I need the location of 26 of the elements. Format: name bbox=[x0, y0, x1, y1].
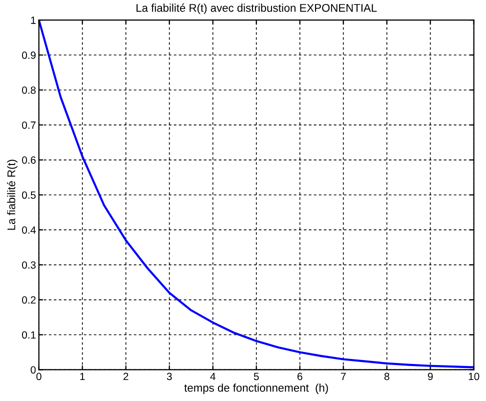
x-tick-label: 8 bbox=[384, 372, 390, 380]
y-axis-title: La fiabilité R(t) bbox=[6, 160, 18, 230]
y-tick-label: 0.4 bbox=[22, 226, 36, 234]
x-tick-label: 1 bbox=[80, 372, 85, 380]
x-tick-label: 7 bbox=[340, 372, 346, 380]
y-tick-label: 1 bbox=[31, 16, 36, 24]
y-tick-label: 0.3 bbox=[22, 261, 36, 269]
line-series bbox=[38, 20, 474, 368]
x-tick-label: 3 bbox=[166, 372, 172, 380]
y-tick-label: 0.6 bbox=[22, 156, 36, 164]
x-tick-label: 5 bbox=[254, 372, 259, 380]
y-tick-label: 0.1 bbox=[22, 331, 36, 339]
chart-title: La fiabilité R(t) avec distribustion EXPONENTIAL bbox=[136, 4, 377, 14]
x-axis-title: temps de fonctionnement (h) bbox=[184, 384, 328, 394]
x-tick-label: 0 bbox=[36, 372, 42, 380]
y-tick-label: 0.7 bbox=[22, 121, 36, 129]
x-tick-label: 6 bbox=[297, 372, 302, 380]
y-tick-label: 0 bbox=[30, 366, 36, 374]
x-tick-label: 2 bbox=[124, 372, 128, 380]
y-tick-label: 0.2 bbox=[22, 296, 36, 304]
y-tick-label: 0.9 bbox=[22, 52, 36, 59]
x-tick-label: 9 bbox=[428, 372, 433, 380]
y-tick-label: 0.8 bbox=[22, 86, 36, 94]
x-tick-label: 10 bbox=[468, 372, 480, 380]
x-tick-label: 4 bbox=[210, 372, 216, 380]
y-tick-label: 0.5 bbox=[22, 191, 36, 199]
